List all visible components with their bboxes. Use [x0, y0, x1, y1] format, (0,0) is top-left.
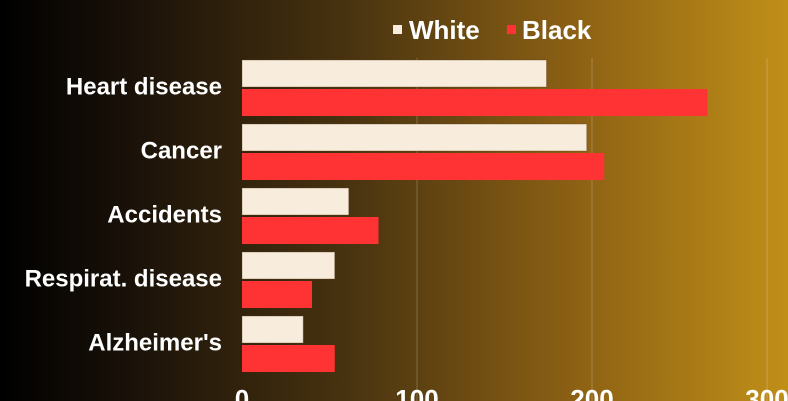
bar-white-1 [241, 59, 547, 88]
bar-white-2 [241, 123, 588, 152]
x-tick-label: 300 [745, 384, 788, 401]
x-tick-label: 200 [570, 384, 613, 401]
bar-white-5 [241, 315, 304, 344]
legend-label-black: Black [522, 15, 592, 45]
legend-swatch-black [507, 25, 516, 34]
bar-black-2 [242, 153, 605, 180]
category-label: Alzheimer's [88, 329, 222, 356]
bar-black-1 [242, 89, 708, 116]
legend-swatch-white [393, 25, 402, 34]
category-label: Accidents [107, 201, 222, 228]
x-tick-label: 100 [395, 384, 438, 401]
x-tick-label: 0 [235, 384, 249, 401]
legend-label-white: White [409, 15, 480, 45]
category-label: Respirat. disease [25, 265, 222, 292]
bar-black-5 [242, 345, 335, 372]
bar-black-4 [242, 281, 312, 308]
bar-white-3 [241, 187, 350, 216]
category-label: Heart disease [66, 73, 222, 100]
bar-white-4 [241, 251, 336, 280]
bar-black-3 [242, 217, 379, 244]
category-label: Cancer [141, 137, 222, 164]
